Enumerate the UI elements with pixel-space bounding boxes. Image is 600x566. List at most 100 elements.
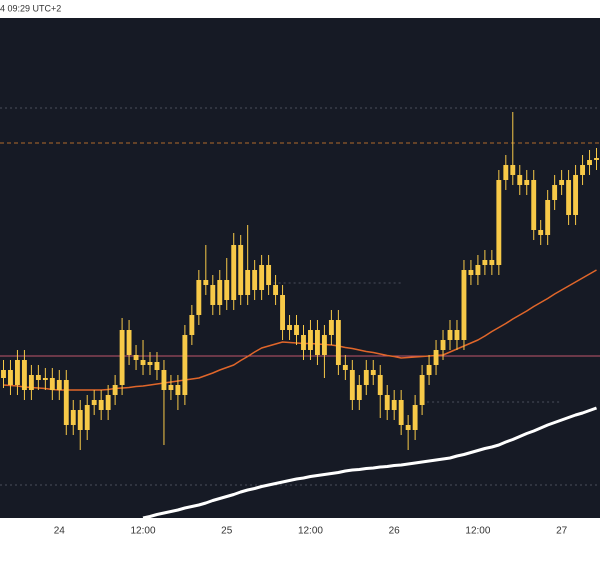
candle-body	[35, 375, 41, 380]
plot-background	[0, 18, 600, 518]
candle-body	[189, 315, 195, 335]
candle-body	[70, 410, 76, 425]
candle-body	[168, 385, 174, 390]
candle-body	[49, 378, 55, 390]
candle-body	[105, 395, 111, 410]
candle-body	[238, 245, 244, 295]
candle-body	[391, 400, 397, 410]
candle-body	[503, 165, 509, 180]
candle-body	[356, 385, 362, 400]
x-tick-label: 27	[556, 526, 568, 537]
candle-body	[42, 378, 48, 380]
candle-body	[231, 245, 237, 300]
candle-body	[552, 185, 558, 200]
candle-body	[252, 270, 258, 290]
candle-body	[398, 400, 404, 425]
candle-body	[210, 285, 216, 305]
candle-body	[531, 180, 537, 230]
candle-body	[559, 180, 565, 185]
candle-body	[280, 295, 285, 330]
candle-body	[224, 280, 230, 300]
candle-body	[370, 370, 376, 375]
candle-body	[147, 362, 153, 365]
candle-body	[308, 330, 313, 350]
candle-body	[384, 395, 390, 410]
candle-body	[28, 375, 34, 390]
candle-body	[203, 280, 209, 285]
candle-body	[140, 360, 146, 365]
x-tick-label: 25	[221, 526, 233, 537]
candle-body	[126, 330, 132, 355]
candle-body	[412, 405, 418, 430]
candle-body	[426, 365, 432, 375]
candle-body	[56, 380, 62, 390]
x-tick-label: 12:00	[465, 526, 490, 537]
candle-body	[287, 325, 292, 330]
candle-body	[545, 200, 551, 235]
candle-body	[321, 335, 327, 355]
candle-body	[98, 400, 104, 410]
candle-body	[566, 180, 572, 215]
candle-body	[510, 165, 516, 175]
candle-body	[335, 320, 341, 365]
candle-body	[468, 270, 474, 275]
candle-body	[8, 370, 13, 385]
candle-body	[266, 265, 272, 285]
candle-body	[489, 260, 495, 265]
candle-body	[447, 330, 453, 340]
candle-body	[133, 355, 139, 360]
candle-body	[517, 175, 523, 185]
plot-area	[0, 107, 600, 518]
candle-body	[119, 330, 125, 385]
candle-body	[524, 180, 530, 185]
candle-body	[175, 385, 181, 395]
moving-average-line	[142, 406, 598, 518]
candle-body	[196, 280, 202, 315]
candle-body	[21, 360, 27, 390]
candle-body	[161, 370, 167, 390]
candle-body	[328, 320, 334, 335]
candle-body	[587, 160, 592, 165]
candle-body	[15, 360, 20, 385]
candle-body	[182, 335, 188, 395]
header-text: 4 09:29 UTC+2	[0, 3, 61, 13]
candle-body	[419, 375, 425, 405]
candle-body	[349, 370, 355, 400]
candle-body	[217, 280, 223, 305]
candle-body	[405, 425, 411, 430]
candle-body	[154, 362, 160, 370]
candle-body	[301, 335, 306, 350]
candle-body	[496, 180, 502, 265]
moving-average-line	[3, 269, 597, 391]
candle-body	[245, 270, 251, 295]
candle-body	[377, 375, 383, 395]
x-tick-label: 12:00	[298, 526, 323, 537]
candle-body	[342, 365, 348, 370]
candle-body	[1, 370, 6, 378]
x-axis: 24 12:00 25 12:00 26 12:00 27	[54, 526, 568, 537]
candle-body	[273, 285, 279, 295]
candle-body	[84, 405, 90, 430]
candle-body	[259, 265, 265, 290]
candle-body	[482, 260, 488, 265]
x-tick-label: 12:00	[131, 526, 156, 537]
candle-body	[91, 400, 97, 405]
x-tick-label: 26	[389, 526, 401, 537]
candle-body	[475, 265, 481, 275]
candle-body	[573, 175, 579, 215]
candle-body	[294, 325, 299, 335]
candle-body	[315, 330, 320, 355]
candle-body	[454, 330, 460, 340]
candle-body	[594, 158, 599, 160]
candle-body	[433, 350, 439, 365]
candle-body	[363, 370, 369, 385]
candle-body	[77, 410, 83, 430]
candle-body	[112, 385, 118, 395]
candle-body	[63, 380, 69, 425]
candle-body	[580, 165, 585, 175]
candle-body	[461, 270, 467, 340]
candle-body	[538, 230, 544, 235]
candle-body	[440, 340, 446, 350]
